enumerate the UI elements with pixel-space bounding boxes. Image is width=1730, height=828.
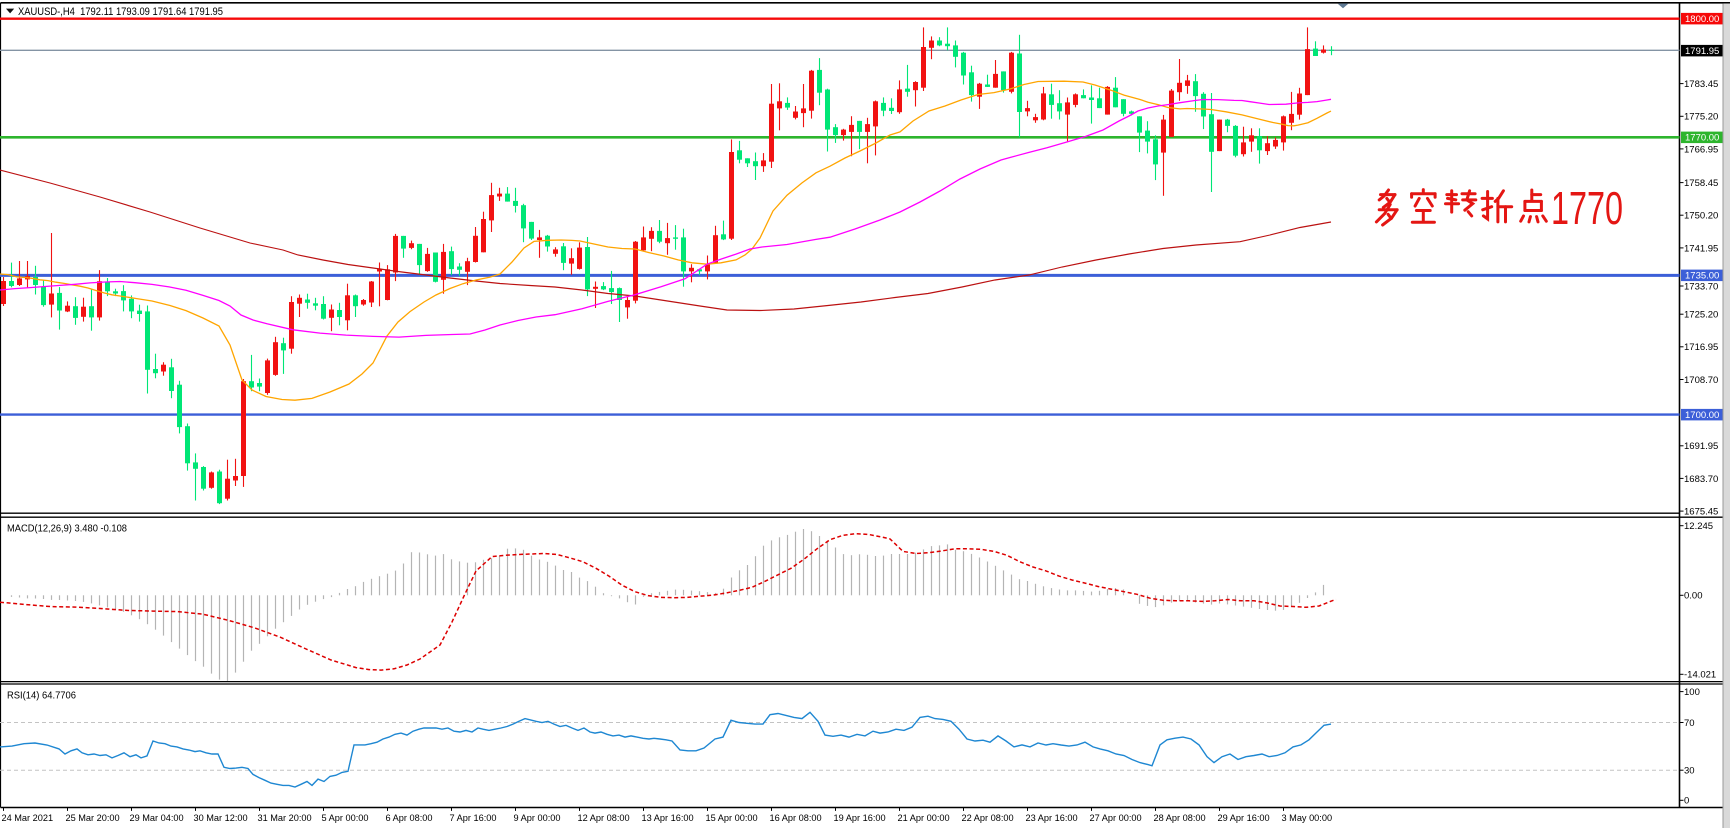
svg-text:0.00: 0.00 [1684,591,1703,602]
svg-text:1770.00: 1770.00 [1685,133,1719,144]
svg-text:1770: 1770 [1551,182,1623,234]
svg-text:24 Mar 2021: 24 Mar 2021 [2,813,54,823]
svg-text:1750.20: 1750.20 [1684,211,1718,222]
svg-text:1716.95: 1716.95 [1684,342,1718,353]
svg-text:29 Apr 16:00: 29 Apr 16:00 [1218,813,1270,823]
svg-text:100: 100 [1684,687,1700,698]
svg-text:1783.45: 1783.45 [1684,79,1718,90]
svg-text:1733.70: 1733.70 [1684,281,1718,292]
svg-text:27 Apr 00:00: 27 Apr 00:00 [1090,813,1142,823]
svg-text:1775.20: 1775.20 [1684,112,1718,123]
svg-text:1791.95: 1791.95 [1685,46,1719,57]
svg-text:MACD(12,26,9) 3.480 -0.108: MACD(12,26,9) 3.480 -0.108 [7,524,127,535]
svg-text:3 May 00:00: 3 May 00:00 [1282,813,1333,823]
svg-text:25 Mar 20:00: 25 Mar 20:00 [66,813,120,823]
svg-text:1735.00: 1735.00 [1685,271,1719,282]
svg-text:19 Apr 16:00: 19 Apr 16:00 [834,813,886,823]
svg-text:22 Apr 08:00: 22 Apr 08:00 [962,813,1014,823]
svg-text:30 Mar 12:00: 30 Mar 12:00 [194,813,248,823]
svg-text:31 Mar 20:00: 31 Mar 20:00 [258,813,312,823]
svg-text:28 Apr 08:00: 28 Apr 08:00 [1154,813,1206,823]
svg-text:70: 70 [1684,718,1695,729]
svg-text:1675.45: 1675.45 [1684,507,1718,518]
svg-text:RSI(14) 64.7706: RSI(14) 64.7706 [7,691,76,702]
svg-text:21 Apr 00:00: 21 Apr 00:00 [898,813,950,823]
svg-text:12 Apr 08:00: 12 Apr 08:00 [578,813,630,823]
svg-text:XAUUSD-,H4 1792.11 1793.09 17: XAUUSD-,H4 1792.11 1793.09 1791.64 1791.… [18,6,223,18]
svg-text:30: 30 [1684,766,1695,777]
svg-text:0: 0 [1684,796,1689,807]
svg-text:23 Apr 16:00: 23 Apr 16:00 [1026,813,1078,823]
svg-text:1683.70: 1683.70 [1684,474,1718,485]
svg-text:1800.00: 1800.00 [1685,14,1719,25]
svg-text:1700.00: 1700.00 [1685,410,1719,421]
svg-text:15 Apr 00:00: 15 Apr 00:00 [706,813,758,823]
svg-text:16 Apr 08:00: 16 Apr 08:00 [770,813,822,823]
svg-text:1741.95: 1741.95 [1684,243,1718,254]
svg-text:1758.45: 1758.45 [1684,178,1718,189]
svg-text:1766.95: 1766.95 [1684,144,1718,155]
svg-text:9 Apr 00:00: 9 Apr 00:00 [514,813,561,823]
svg-text:5 Apr 00:00: 5 Apr 00:00 [322,813,369,823]
svg-text:12.245: 12.245 [1684,521,1713,532]
svg-text:29 Mar 04:00: 29 Mar 04:00 [130,813,184,823]
svg-text:1691.95: 1691.95 [1684,441,1718,452]
svg-text:1725.20: 1725.20 [1684,310,1718,321]
svg-text:6 Apr 08:00: 6 Apr 08:00 [386,813,433,823]
svg-text:1708.70: 1708.70 [1684,375,1718,386]
svg-text:13 Apr 16:00: 13 Apr 16:00 [642,813,694,823]
svg-text:-14.021: -14.021 [1684,670,1716,681]
svg-text:7 Apr 16:00: 7 Apr 16:00 [450,813,497,823]
